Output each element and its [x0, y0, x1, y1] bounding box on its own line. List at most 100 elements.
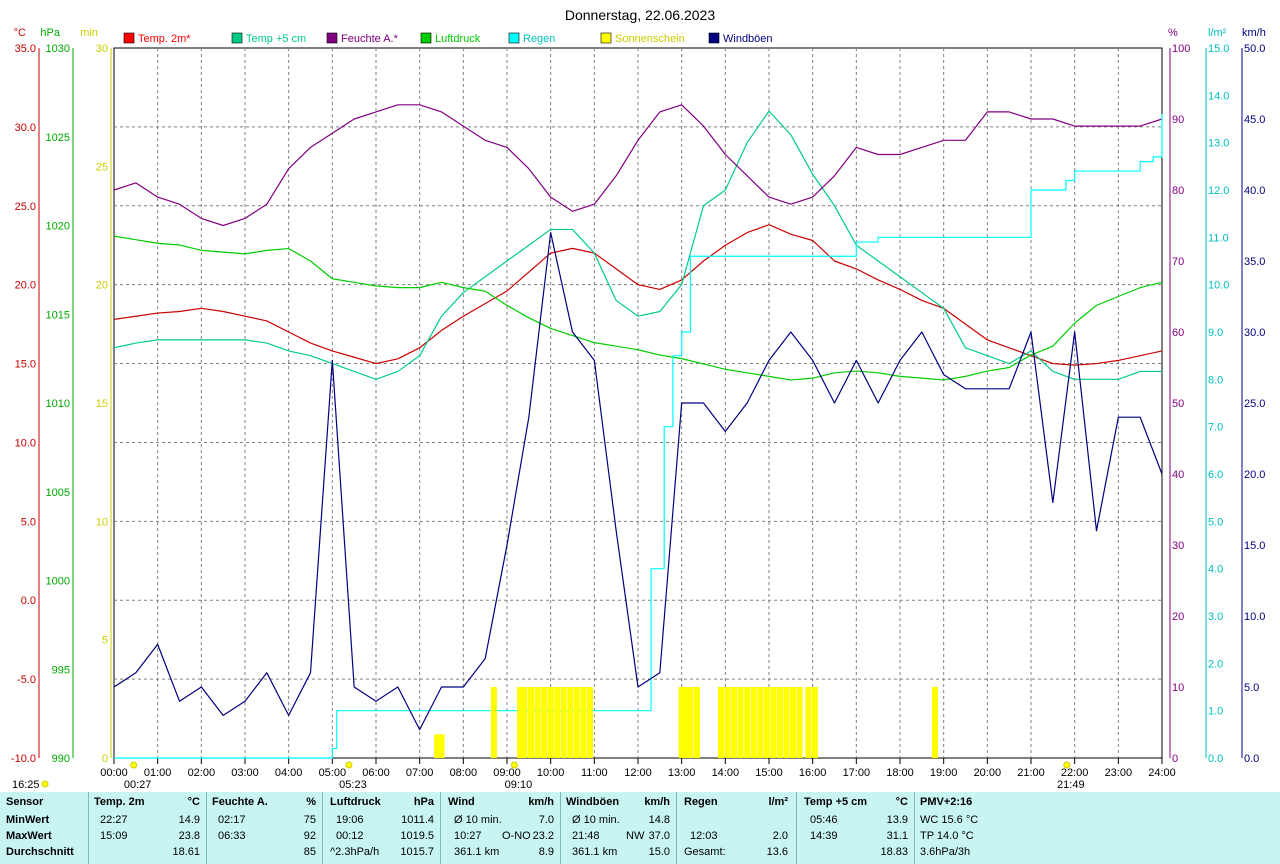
humidity-min-time: 02:17	[218, 814, 246, 826]
marker-label: 16:25	[12, 779, 40, 791]
x-tick-label: 00:00	[100, 767, 128, 779]
pmv-header: PMV+2:16	[920, 796, 973, 808]
legend-swatch	[508, 32, 520, 44]
pressure-tick-label: 1025	[46, 132, 70, 144]
x-tick-label: 21:00	[1017, 767, 1045, 779]
wind-avg10-value: 7.0	[538, 814, 554, 826]
wind-tick-label: 30.0	[1244, 327, 1265, 339]
x-tick-label: 18:00	[886, 767, 914, 779]
x-tick-label: 22:00	[1061, 767, 1089, 779]
x-tick-label: 07:00	[406, 767, 434, 779]
pmv-windchill: WC 15.6 °C	[920, 814, 979, 826]
sunshine-bar	[737, 687, 744, 758]
temp2m-avg-value: 18.61	[172, 846, 200, 858]
sunshine-tick-label: 30	[96, 43, 108, 55]
temp-tick-label: 5.0	[21, 516, 36, 528]
humidity-tick-label: 10	[1172, 682, 1184, 694]
sunshine-tick-label: 15	[96, 398, 108, 410]
pressure-header: Luftdruck	[330, 796, 381, 808]
sunshine-bar	[731, 687, 738, 758]
x-tick-label: 20:00	[974, 767, 1002, 779]
gusts-distance: 361.1 km	[572, 846, 618, 858]
weather-chart: 00:00 01:00 02:00 03:00 04:00 05:00 06:00 07:00…	[11, 7, 1266, 791]
pressure-tick-label: 1030	[46, 43, 70, 55]
temp5cm-max-time: 14:39	[810, 830, 838, 842]
temp2m-series-line	[113, 224, 1163, 366]
x-tick-label: 06:00	[362, 767, 390, 779]
sunshine-bar	[490, 687, 497, 758]
x-tick-label: 11:00	[581, 767, 608, 779]
gusts-max-direction: NW	[626, 830, 645, 842]
humidity-tick-label: 80	[1172, 185, 1184, 197]
wind-tick-label: 35.0	[1244, 256, 1265, 268]
sunshine-bar	[541, 687, 548, 758]
x-tick-label: 13:00	[668, 767, 696, 779]
pressure-max-value: 1019.5	[400, 830, 434, 842]
pressure-tick-label: 1000	[46, 576, 70, 588]
sunshine-bar	[750, 687, 757, 758]
sunshine-bar	[580, 687, 587, 758]
humidity-unit-label: %	[1168, 27, 1178, 39]
sun-marker-icon	[345, 761, 353, 769]
sunshine-bar	[744, 687, 751, 758]
temp2m-header: Temp. 2m	[94, 796, 145, 808]
pressure-max-time: 00:12	[336, 830, 364, 842]
temp5cm-header: Temp +5 cm	[804, 796, 868, 808]
marker-label: 05:23	[339, 779, 367, 791]
gusts-header: Windböen	[566, 796, 620, 808]
sunshine-bar	[517, 687, 524, 758]
sun-marker-icon	[1063, 761, 1071, 769]
humidity-tick-label: 0	[1172, 753, 1178, 765]
rain-tick-label: 15.0	[1208, 43, 1229, 55]
rain-tick-label: 8.0	[1208, 374, 1223, 386]
sunshine-bar	[534, 687, 541, 758]
sunshine-bar	[560, 687, 567, 758]
wind-max-value: 23.2	[532, 830, 554, 842]
temp5cm-min-time: 05:46	[810, 814, 838, 826]
sun-marker-icon	[130, 761, 138, 769]
x-tick-label: 10:00	[537, 767, 565, 779]
sunshine-bar	[434, 734, 441, 758]
rain-total-value: 13.6	[766, 846, 788, 858]
pressure-avg-value: 1015.7	[400, 846, 434, 858]
gusts-avg-label: Ø 10 min.	[572, 814, 620, 826]
humidity-header: Feuchte A.	[212, 796, 268, 808]
humidity-avg-value: 85	[303, 846, 316, 858]
x-tick-label: 04:00	[275, 767, 303, 779]
sunshine-bar	[683, 687, 690, 758]
chart-title: Donnerstag, 22.06.2023	[565, 7, 715, 23]
pressure-tick-label: 995	[52, 664, 70, 676]
rain-tick-label: 0.0	[1208, 753, 1223, 765]
statistics-footer: Sensor MinWert MaxWert Durchschnitt Temp…	[0, 792, 1280, 864]
wind-tick-label: 50.0	[1244, 43, 1265, 55]
x-tick-label: 12:00	[624, 767, 652, 779]
x-tick-label: 09:00	[493, 767, 521, 779]
rain-tick-label: 10.0	[1208, 280, 1229, 292]
rain-header: Regen	[684, 796, 718, 808]
wind-distance: 361.1 km	[454, 846, 500, 858]
sun-marker-icon	[510, 761, 518, 769]
rain-series-line	[114, 114, 1163, 759]
sunshine-bar	[687, 687, 694, 758]
x-tick-label: 08:00	[450, 767, 478, 779]
temp2m-max-time: 15:09	[100, 830, 128, 842]
sunshine-bar	[790, 687, 797, 758]
sunshine-bar	[438, 734, 445, 758]
pressure-tick-label: 1010	[46, 398, 70, 410]
sunshine-bar	[724, 687, 731, 758]
x-tick-label: 23:00	[1105, 767, 1133, 779]
sunshine-bar	[693, 687, 700, 758]
pmv-dewpoint: TP 14.0 °C	[920, 830, 974, 842]
wind-max-direction: O-NO	[502, 830, 531, 842]
humidity-tick-label: 90	[1172, 114, 1184, 126]
x-tick-label: 02:00	[188, 767, 216, 779]
pressure-tick-label: 1015	[46, 309, 70, 321]
rain-tick-label: 3.0	[1208, 611, 1223, 623]
row-label-max: MaxWert	[6, 830, 52, 842]
temp5cm-series-line	[113, 110, 1162, 380]
gusts-unit: km/h	[644, 796, 670, 808]
sunshine-bar	[586, 687, 593, 758]
humidity-tick-label: 100	[1172, 43, 1190, 55]
sunshine-tick-label: 5	[102, 635, 108, 647]
temp2m-min-value: 14.9	[178, 814, 200, 826]
